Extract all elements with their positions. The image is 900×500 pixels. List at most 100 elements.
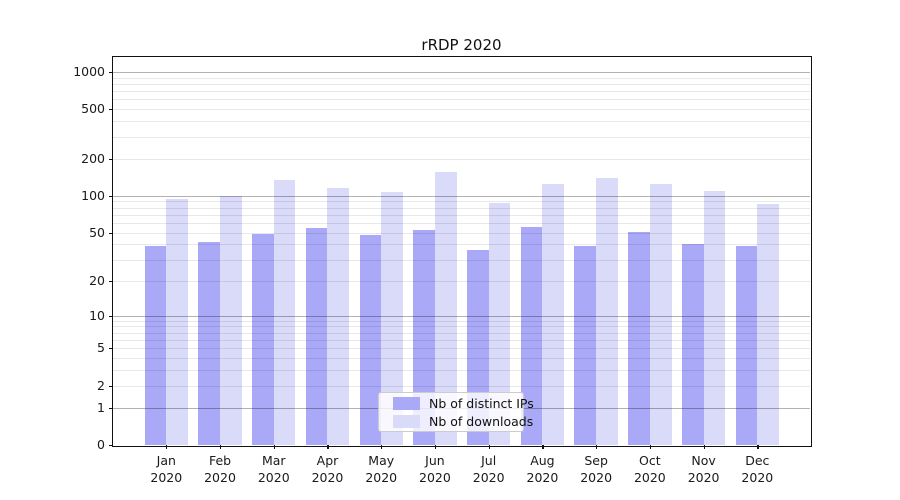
- x-axis-tick: [166, 445, 168, 449]
- x-axis-tick-label: Jun 2020: [419, 453, 451, 485]
- x-axis-tick-label: Oct 2020: [633, 453, 666, 485]
- bar-downloads-feb: [220, 195, 242, 445]
- y-axis-tick-label: 20: [89, 272, 105, 288]
- grid-line-minor: [113, 121, 810, 123]
- y-axis-tick: [109, 280, 113, 282]
- y-axis-tick: [109, 315, 113, 317]
- legend-label-distinct-ips: Nb of distinct IPs: [429, 395, 534, 411]
- x-axis-tick: [649, 445, 652, 449]
- grid-line-minor: [113, 385, 810, 387]
- bar-distinct-ips-apr: [305, 227, 328, 445]
- y-axis-tick-label: 1: [97, 399, 105, 415]
- grid-line-major: [113, 195, 810, 197]
- bar-distinct-ips-may: [359, 234, 382, 445]
- x-axis-tick: [757, 445, 759, 449]
- y-axis-tick: [109, 407, 113, 409]
- y-axis-tick: [109, 109, 113, 111]
- x-axis-tick: [273, 445, 275, 449]
- grid-line-minor: [113, 207, 810, 209]
- grid-line-minor: [113, 158, 810, 160]
- bar-downloads-may: [381, 191, 403, 445]
- x-axis-tick: [327, 445, 329, 449]
- y-axis-tick-label: 10: [89, 307, 105, 323]
- y-axis-tick: [109, 348, 113, 350]
- grid-line-minor: [113, 358, 810, 360]
- y-axis-tick: [109, 158, 113, 160]
- x-axis-tick: [488, 445, 490, 449]
- grid-line-minor: [113, 223, 810, 224]
- bar-distinct-ips-jan: [144, 245, 167, 445]
- y-axis-tick-label: 200: [81, 150, 105, 166]
- bar-distinct-ips-mar: [252, 233, 274, 445]
- bar-distinct-ips-oct: [628, 231, 650, 445]
- grid-line-major: [113, 71, 810, 73]
- bar-distinct-ips-dec: [735, 245, 758, 445]
- y-axis-tick-label: 1000: [73, 63, 105, 79]
- grid-line-major: [113, 315, 810, 317]
- bar-distinct-ips-feb: [198, 241, 221, 445]
- grid-line-minor: [113, 77, 810, 79]
- x-axis-tick-label: Feb 2020: [204, 453, 236, 485]
- y-axis-tick-label: 0: [97, 436, 105, 452]
- bar-downloads-nov: [703, 190, 726, 445]
- bar-distinct-ips-aug: [520, 226, 543, 445]
- bar-downloads-mar: [273, 180, 296, 445]
- bar-downloads-jan: [166, 199, 188, 445]
- bar-downloads-aug: [542, 184, 565, 445]
- y-axis-tick: [109, 385, 113, 387]
- bar-distinct-ips-sep: [574, 245, 597, 445]
- x-axis-tick-label: Jul 2020: [472, 453, 505, 485]
- x-axis-tick: [542, 445, 544, 449]
- chart-title: rRDP 2020: [421, 36, 502, 54]
- plot-area: [111, 55, 812, 447]
- grid-line-minor: [113, 99, 810, 101]
- grid-line-minor: [113, 348, 810, 350]
- bar-distinct-ips-jun: [413, 229, 435, 445]
- bar-downloads-dec: [757, 203, 780, 445]
- x-axis-tick-label: Aug 2020: [526, 453, 559, 485]
- bar-downloads-sep: [596, 177, 618, 445]
- grid-line-minor: [113, 326, 810, 328]
- bar-downloads-jul: [488, 203, 511, 445]
- legend-item-downloads: Nb of downloads: [379, 414, 533, 429]
- y-axis-tick-label: 500: [81, 101, 105, 117]
- grid-line-minor: [113, 201, 810, 203]
- x-axis-tick-label: Sep 2020: [580, 453, 613, 485]
- y-axis-tick: [109, 71, 113, 74]
- x-axis-tick: [703, 445, 705, 449]
- grid-line-minor: [113, 370, 810, 372]
- x-axis-tick: [381, 445, 383, 449]
- grid-line-minor: [113, 280, 810, 282]
- grid-line-minor: [113, 91, 810, 93]
- bar-downloads-apr: [327, 187, 350, 445]
- x-axis-tick-label: Dec 2020: [741, 453, 774, 485]
- bar-downloads-jun: [434, 171, 457, 445]
- legend: Nb of distinct IPs Nb of downloads: [378, 392, 534, 432]
- x-axis-tick-label: Mar 2020: [257, 453, 290, 485]
- grid-line-minor: [113, 83, 810, 85]
- grid-line-minor: [113, 320, 810, 322]
- x-axis-tick: [220, 445, 222, 449]
- x-axis-tick: [434, 445, 437, 449]
- y-axis-tick: [109, 195, 113, 197]
- x-axis-tick-label: Nov 2020: [687, 453, 720, 485]
- grid-line-minor: [113, 109, 810, 111]
- grid-line-minor: [113, 136, 810, 138]
- y-axis-tick-label: 100: [81, 187, 105, 203]
- grid-line-minor: [113, 332, 810, 334]
- grid-line-minor: [113, 232, 810, 234]
- y-axis-tick: [109, 445, 113, 447]
- legend-swatch-downloads-icon: [393, 414, 420, 428]
- bar-downloads-oct: [649, 183, 672, 445]
- grid-line-minor: [113, 244, 810, 246]
- legend-item-distinct-ips: Nb of distinct IPs: [379, 396, 534, 411]
- y-axis-tick-label: 50: [89, 224, 105, 240]
- grid-line-minor: [113, 339, 810, 341]
- legend-label-downloads: Nb of downloads: [429, 413, 534, 429]
- x-axis-tick-label: May 2020: [365, 453, 398, 485]
- x-axis-tick-label: Jan 2020: [150, 453, 183, 485]
- x-axis-tick-label: Apr 2020: [311, 453, 344, 485]
- bar-distinct-ips-nov: [681, 244, 704, 445]
- y-axis-tick-label: 2: [97, 377, 105, 393]
- grid-line-minor: [113, 214, 810, 216]
